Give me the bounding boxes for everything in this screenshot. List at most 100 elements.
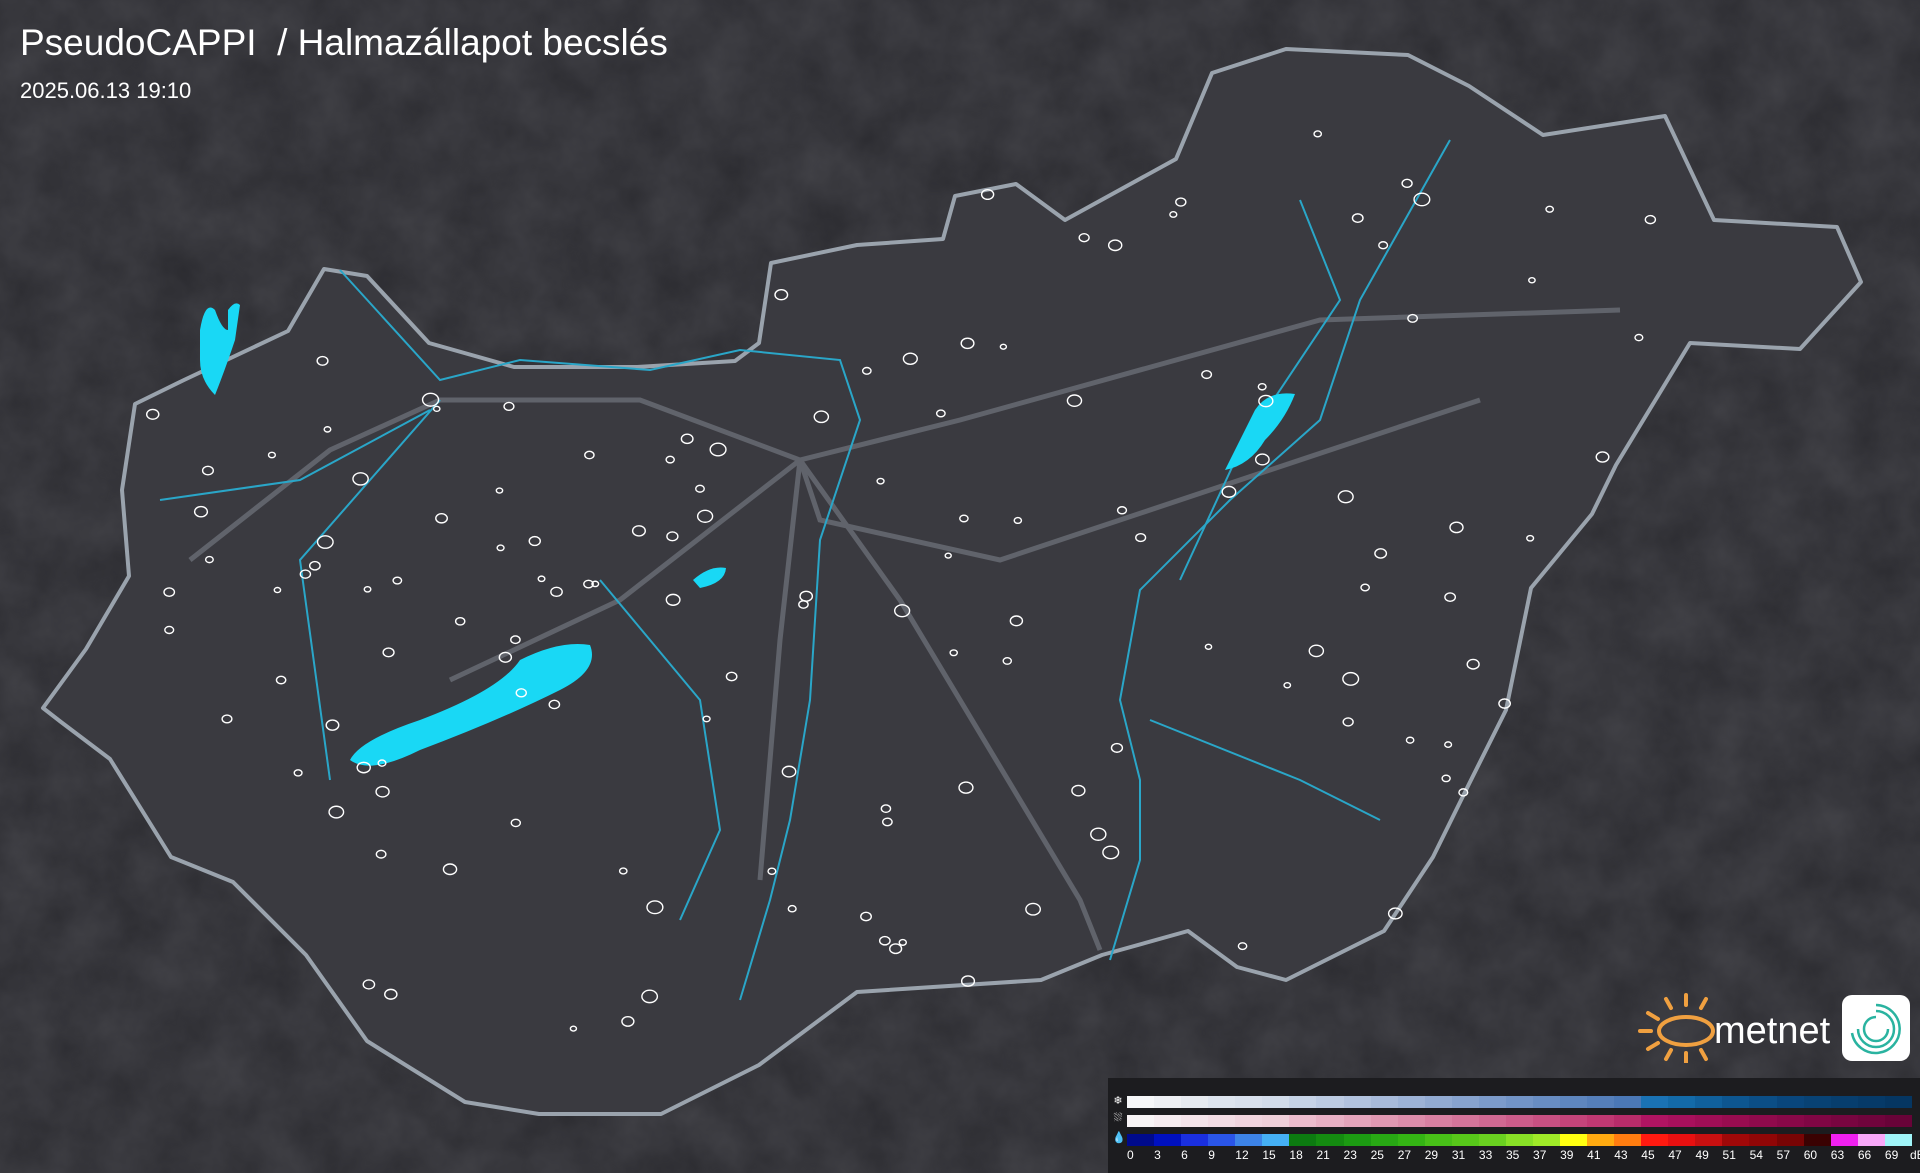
rain-color-swatch <box>1614 1134 1642 1146</box>
settlement-outline <box>421 392 440 407</box>
settlement-outline <box>299 569 312 579</box>
settlement-outline <box>767 867 777 876</box>
settlement-outline <box>316 535 334 549</box>
settlement-outline <box>1413 192 1431 207</box>
settlement-outline <box>435 512 448 524</box>
mixed-color-swatch <box>1830 1115 1858 1127</box>
rain-color-swatch <box>1235 1134 1263 1146</box>
map-timestamp: 2025.06.13 19:10 <box>20 78 192 103</box>
settlement-outline <box>510 818 522 828</box>
lake-balaton <box>350 644 592 766</box>
settlement-outline <box>584 450 595 460</box>
settlement-outline <box>328 805 345 819</box>
settlement-outline <box>1169 211 1178 218</box>
settlement-outline <box>352 472 369 486</box>
settlement-outline <box>1258 394 1274 408</box>
mixed-color-swatch <box>1235 1115 1263 1127</box>
settlement-outline <box>1237 942 1248 951</box>
rain-color-swatch <box>1505 1134 1533 1146</box>
settlement-outline <box>935 409 946 418</box>
legend-label: 39 <box>1560 1148 1574 1162</box>
settlement-outline <box>860 911 872 922</box>
snow-color-swatch <box>1776 1096 1804 1108</box>
settlement-outline <box>1405 736 1415 744</box>
settlement-outline <box>980 188 995 201</box>
legend-label: 37 <box>1533 1148 1547 1162</box>
rain-color-swatch <box>1749 1134 1777 1146</box>
mixed-color-scale <box>1127 1115 1912 1127</box>
settlement-outline <box>392 576 403 585</box>
settlement-outline <box>695 484 705 493</box>
settlement-outline <box>384 988 398 1000</box>
rain-color-swatch <box>1343 1134 1371 1146</box>
settlement-outline <box>163 587 176 597</box>
map-title: PseudoCAPPI / Halmazállapot becslés <box>20 22 668 63</box>
rain-color-swatch <box>1722 1134 1750 1146</box>
settlement-outline <box>1407 313 1419 323</box>
snow-color-swatch <box>1695 1096 1723 1108</box>
rain-color-swatch <box>1857 1134 1885 1146</box>
mixed-color-swatch <box>1343 1115 1371 1127</box>
legend-label: 41 <box>1587 1148 1601 1162</box>
settlement-outline <box>1175 197 1187 207</box>
settlement-outline <box>696 509 714 523</box>
settlement-outline <box>1116 506 1128 515</box>
settlement-outline <box>880 804 892 814</box>
settlement-outline <box>275 675 287 685</box>
settlement-outline <box>1378 241 1389 250</box>
settlement-outline <box>889 943 903 955</box>
settlement-outline <box>1374 548 1388 559</box>
mixed-color-swatch <box>1127 1115 1155 1127</box>
legend-label: 60 <box>1803 1148 1818 1162</box>
settlement-outline <box>495 487 504 494</box>
snow-color-swatch <box>1262 1096 1290 1108</box>
settlement-outline <box>537 575 546 583</box>
snow-color-swatch <box>1316 1096 1344 1108</box>
rain-color-swatch <box>1262 1134 1290 1146</box>
legend-label: 15 <box>1262 1148 1276 1162</box>
settlement-outline <box>432 405 441 413</box>
mixed-color-swatch <box>1181 1115 1209 1127</box>
mixed-color-swatch <box>1884 1115 1912 1127</box>
snow-color-swatch <box>1830 1096 1858 1108</box>
mixed-color-swatch <box>1803 1115 1831 1127</box>
snow-color-swatch <box>1641 1096 1669 1108</box>
rain-color-swatch <box>1127 1134 1155 1146</box>
settlement-outline <box>1102 845 1120 860</box>
settlement-outline <box>193 505 209 518</box>
legend-label: 45 <box>1641 1148 1655 1162</box>
legend-label: 23 <box>1343 1148 1357 1162</box>
rain-color-swatch <box>1532 1134 1560 1146</box>
settlement-outline <box>1025 902 1041 916</box>
settlement-outline <box>503 401 515 412</box>
mixed-color-swatch <box>1505 1115 1533 1127</box>
settlement-outline <box>621 1015 635 1027</box>
legend-label: 3 <box>1154 1148 1161 1162</box>
settlement-outline <box>377 759 387 767</box>
settlement-outline <box>221 714 233 724</box>
mixed-color-swatch <box>1424 1115 1452 1127</box>
settlement-outline <box>949 649 958 657</box>
rain-color-swatch <box>1668 1134 1696 1146</box>
settlement-outline <box>1204 643 1213 651</box>
mixed-color-swatch <box>1316 1115 1344 1127</box>
settlement-outline <box>498 651 513 663</box>
rivers <box>159 139 1451 1001</box>
settlement-outline <box>1498 698 1512 709</box>
rain-color-swatch <box>1316 1134 1344 1146</box>
settlement-outline <box>725 671 738 682</box>
raindrop-icon: 💧 <box>1112 1132 1126 1144</box>
settlement-outline <box>665 593 681 606</box>
settlement-outline <box>1458 788 1469 797</box>
legend-label: 35 <box>1505 1148 1520 1162</box>
lake-tisza <box>1225 393 1295 470</box>
settlement-outline <box>1441 774 1451 783</box>
settlement-outline <box>548 699 561 710</box>
rain-color-swatch <box>1370 1134 1398 1146</box>
legend-label: 0 <box>1127 1148 1134 1162</box>
settlement-outline <box>1528 276 1536 284</box>
settlement-outline <box>959 514 969 523</box>
snow-color-swatch <box>1424 1096 1452 1108</box>
legend-label: 6 <box>1181 1148 1188 1162</box>
